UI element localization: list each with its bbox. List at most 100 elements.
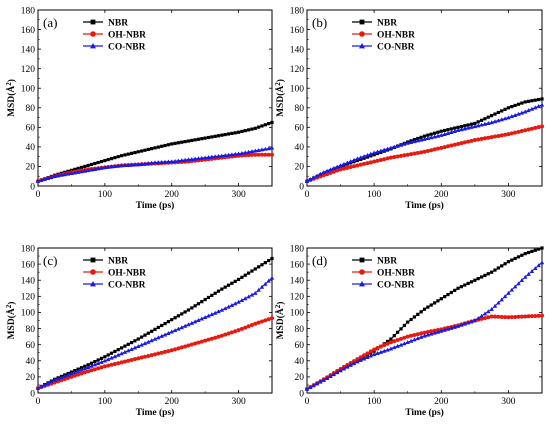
- series-marker: [378, 157, 383, 162]
- series-marker: [73, 167, 77, 171]
- series-marker: [402, 341, 407, 346]
- series-marker: [119, 154, 124, 158]
- y-tick-label: 60: [26, 341, 36, 351]
- series-marker: [490, 270, 494, 274]
- series-marker: [435, 329, 441, 334]
- series-marker: [520, 253, 524, 257]
- series-marker: [341, 366, 347, 371]
- series-marker: [55, 173, 61, 178]
- series-marker: [476, 137, 481, 142]
- series-marker: [259, 152, 264, 157]
- series-marker: [267, 258, 271, 263]
- series-marker: [422, 136, 427, 141]
- series-marker: [82, 370, 87, 375]
- series-marker: [169, 348, 174, 353]
- series-marker: [206, 337, 211, 342]
- series-marker: [462, 140, 467, 145]
- series-marker: [503, 132, 508, 137]
- series-marker: [358, 155, 363, 160]
- series-marker: [529, 126, 534, 131]
- series-marker: [375, 351, 380, 355]
- series-marker: [392, 345, 397, 350]
- series-marker: [429, 303, 433, 307]
- chart-panel-d: 0 20 40 60 80 100 120 140 160 180 0 100 200 300 Time (…: [274, 244, 545, 418]
- series-marker: [270, 120, 274, 125]
- series-marker: [540, 124, 544, 129]
- panel-label: (d): [312, 253, 327, 268]
- series-marker: [479, 316, 484, 321]
- series-marker: [202, 155, 208, 160]
- series-marker: [513, 314, 518, 319]
- series-marker: [492, 119, 498, 124]
- series-marker: [163, 321, 167, 326]
- series-marker: [472, 124, 478, 129]
- series-marker: [402, 141, 407, 146]
- series-marker: [96, 358, 100, 362]
- series-marker: [140, 335, 144, 339]
- x-tick-label: 300: [231, 397, 246, 407]
- series-marker: [189, 320, 194, 325]
- series-marker: [476, 277, 480, 281]
- series-marker: [519, 314, 524, 319]
- series-marker: [152, 160, 158, 165]
- series-marker: [236, 151, 241, 156]
- series-marker: [172, 158, 178, 163]
- series-marker: [72, 370, 77, 375]
- series-marker: [493, 112, 497, 116]
- series-marker: [422, 307, 427, 311]
- series-marker: [259, 147, 265, 152]
- series-line: [37, 154, 272, 182]
- series-marker: [163, 349, 168, 354]
- series-marker: [263, 152, 268, 157]
- series-marker: [219, 153, 225, 158]
- series-marker: [99, 165, 104, 170]
- series-oh-nbr: [36, 152, 274, 184]
- series-marker: [223, 306, 228, 311]
- series-marker: [253, 267, 257, 271]
- series-marker: [79, 371, 84, 376]
- series-marker: [49, 175, 54, 179]
- series-marker: [82, 168, 87, 173]
- series-marker: [109, 157, 114, 161]
- series-marker: [378, 349, 384, 354]
- series-marker: [220, 133, 224, 137]
- series-marker: [512, 284, 518, 289]
- series-marker: [83, 364, 87, 368]
- series-marker: [419, 135, 423, 139]
- series-marker: [83, 164, 87, 169]
- series-marker: [266, 317, 271, 322]
- series-marker: [76, 372, 81, 377]
- series-marker: [253, 321, 258, 326]
- series-marker: [249, 292, 255, 297]
- series-marker: [529, 314, 534, 319]
- series-marker: [249, 323, 254, 328]
- series-marker: [126, 358, 131, 363]
- series-marker: [176, 326, 181, 331]
- series-marker: [533, 105, 538, 110]
- series-marker: [93, 161, 97, 166]
- series-marker: [116, 361, 121, 366]
- series-marker: [355, 156, 360, 161]
- series-marker: [529, 269, 535, 273]
- series-marker: [516, 314, 521, 319]
- series-marker: [146, 339, 151, 344]
- series-marker: [126, 162, 131, 167]
- series-marker: [486, 115, 490, 119]
- series-marker: [223, 332, 228, 337]
- series-marker: [186, 343, 191, 348]
- series-marker: [536, 313, 541, 318]
- series-marker: [489, 314, 494, 319]
- series-marker: [496, 118, 501, 123]
- series-marker: [399, 153, 403, 158]
- series-marker: [355, 359, 360, 364]
- series-marker: [209, 336, 214, 341]
- series-marker: [473, 121, 477, 126]
- series-marker: [402, 153, 407, 158]
- series-marker: [126, 348, 131, 353]
- series-marker: [65, 171, 71, 176]
- series-marker: [321, 170, 326, 175]
- y-tick-label: 0: [299, 389, 304, 399]
- series-marker: [519, 278, 525, 282]
- series-marker: [143, 148, 147, 152]
- series-marker: [432, 147, 437, 152]
